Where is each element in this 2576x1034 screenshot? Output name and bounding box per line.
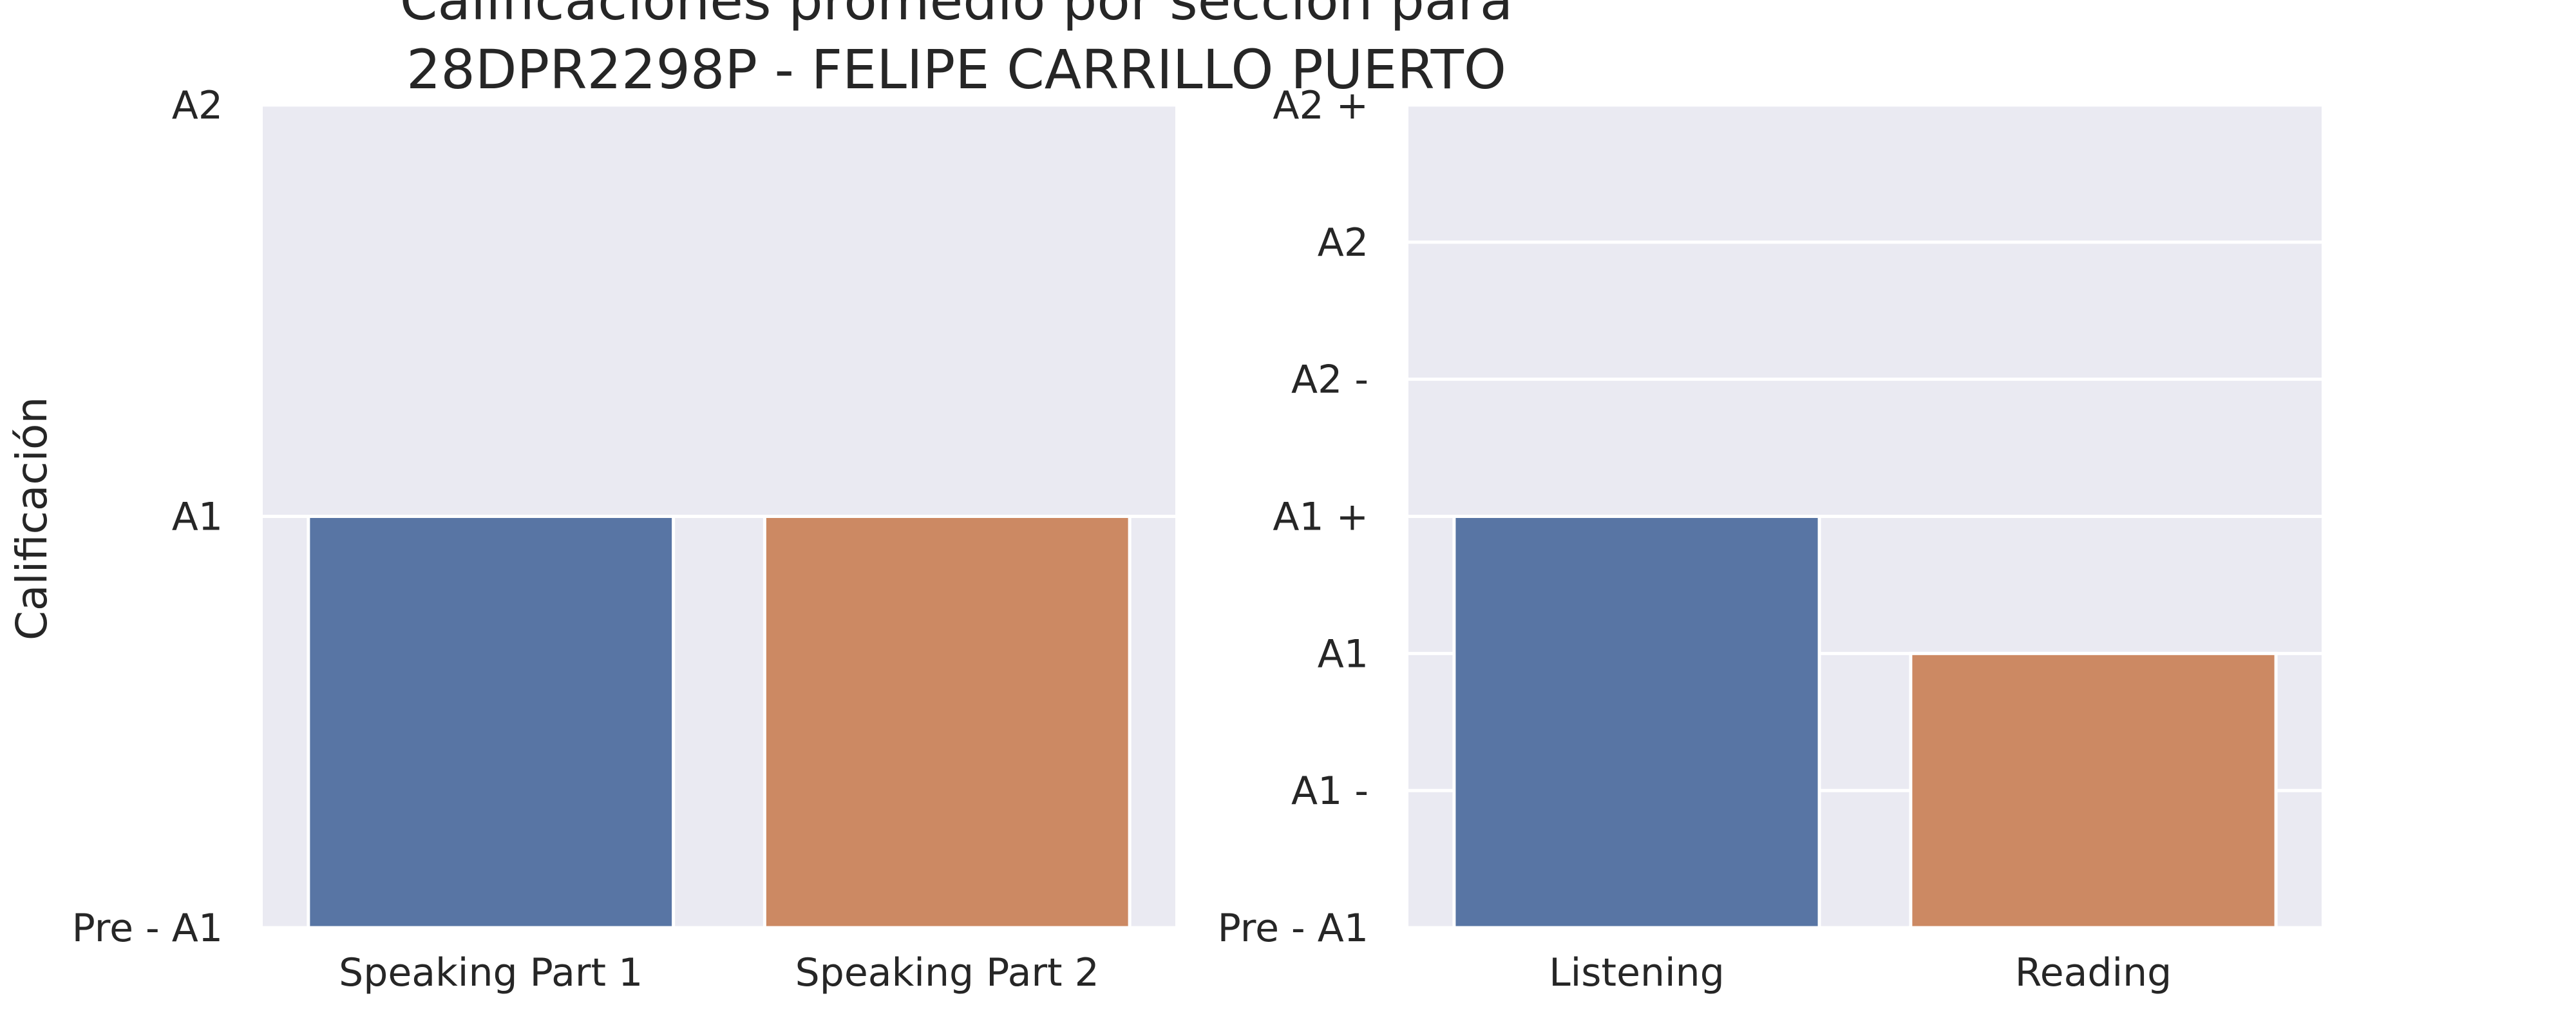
panel-2-y-tick-label: A1 -: [1291, 769, 1368, 814]
bar-reading: [1909, 651, 2278, 930]
bar-speaking-part-1: [307, 515, 676, 930]
panel-1: Pre - A1 A1 A2 Speaking Part 1 Speaking Part…: [72, 83, 1175, 995]
panel-2-y-tick-label: A2: [1318, 220, 1368, 265]
chart-title-line-2: 28DPR2298P - FELIPE CARRILLO PUERTO: [406, 38, 1506, 101]
panel-2-y-tick-label: A2 -: [1291, 358, 1368, 403]
panel-1-y-tick-label: A1: [172, 495, 223, 540]
y-axis-label: Calificación: [7, 397, 57, 640]
panel-1-x-tick-label: Speaking Part 1: [339, 950, 643, 995]
panel-1-x-tick-label: Speaking Part 2: [795, 950, 1099, 995]
panel-2-y-tick-label: A1: [1318, 631, 1368, 676]
chart-panels: Pre - A1 A1 A2 Speaking Part 1 Speaking Part…: [72, 83, 2322, 995]
panel-2-x-tick-label: Reading: [2015, 950, 2172, 995]
panel-2-y-tick-label: A1 +: [1273, 495, 1368, 540]
panel-2-y-tick-label: A2 +: [1273, 83, 1368, 128]
panel-1-y-tick-label: Pre - A1: [72, 906, 223, 951]
panel-2-x-tick-label: Listening: [1549, 950, 1725, 995]
bar-speaking-part-2: [762, 515, 1132, 930]
panel-2: Pre - A1 A1 - A1 A1 + A2 - A2 A2 + Listening Rea…: [1218, 83, 2322, 995]
chart-title-line-1: Calificaciones promedio por sección para: [400, 0, 1513, 32]
panel-1-y-tick-label: A2: [172, 83, 223, 128]
panel-2-y-tick-label: Pre - A1: [1218, 906, 1368, 951]
bar-listening: [1452, 515, 1821, 930]
